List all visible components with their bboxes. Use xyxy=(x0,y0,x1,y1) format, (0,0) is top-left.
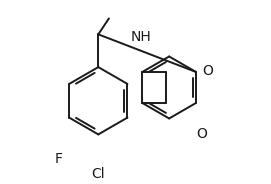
Text: NH: NH xyxy=(131,30,152,44)
Text: O: O xyxy=(202,64,213,78)
Text: Cl: Cl xyxy=(92,167,105,181)
Text: F: F xyxy=(55,152,63,166)
Text: O: O xyxy=(196,127,208,141)
